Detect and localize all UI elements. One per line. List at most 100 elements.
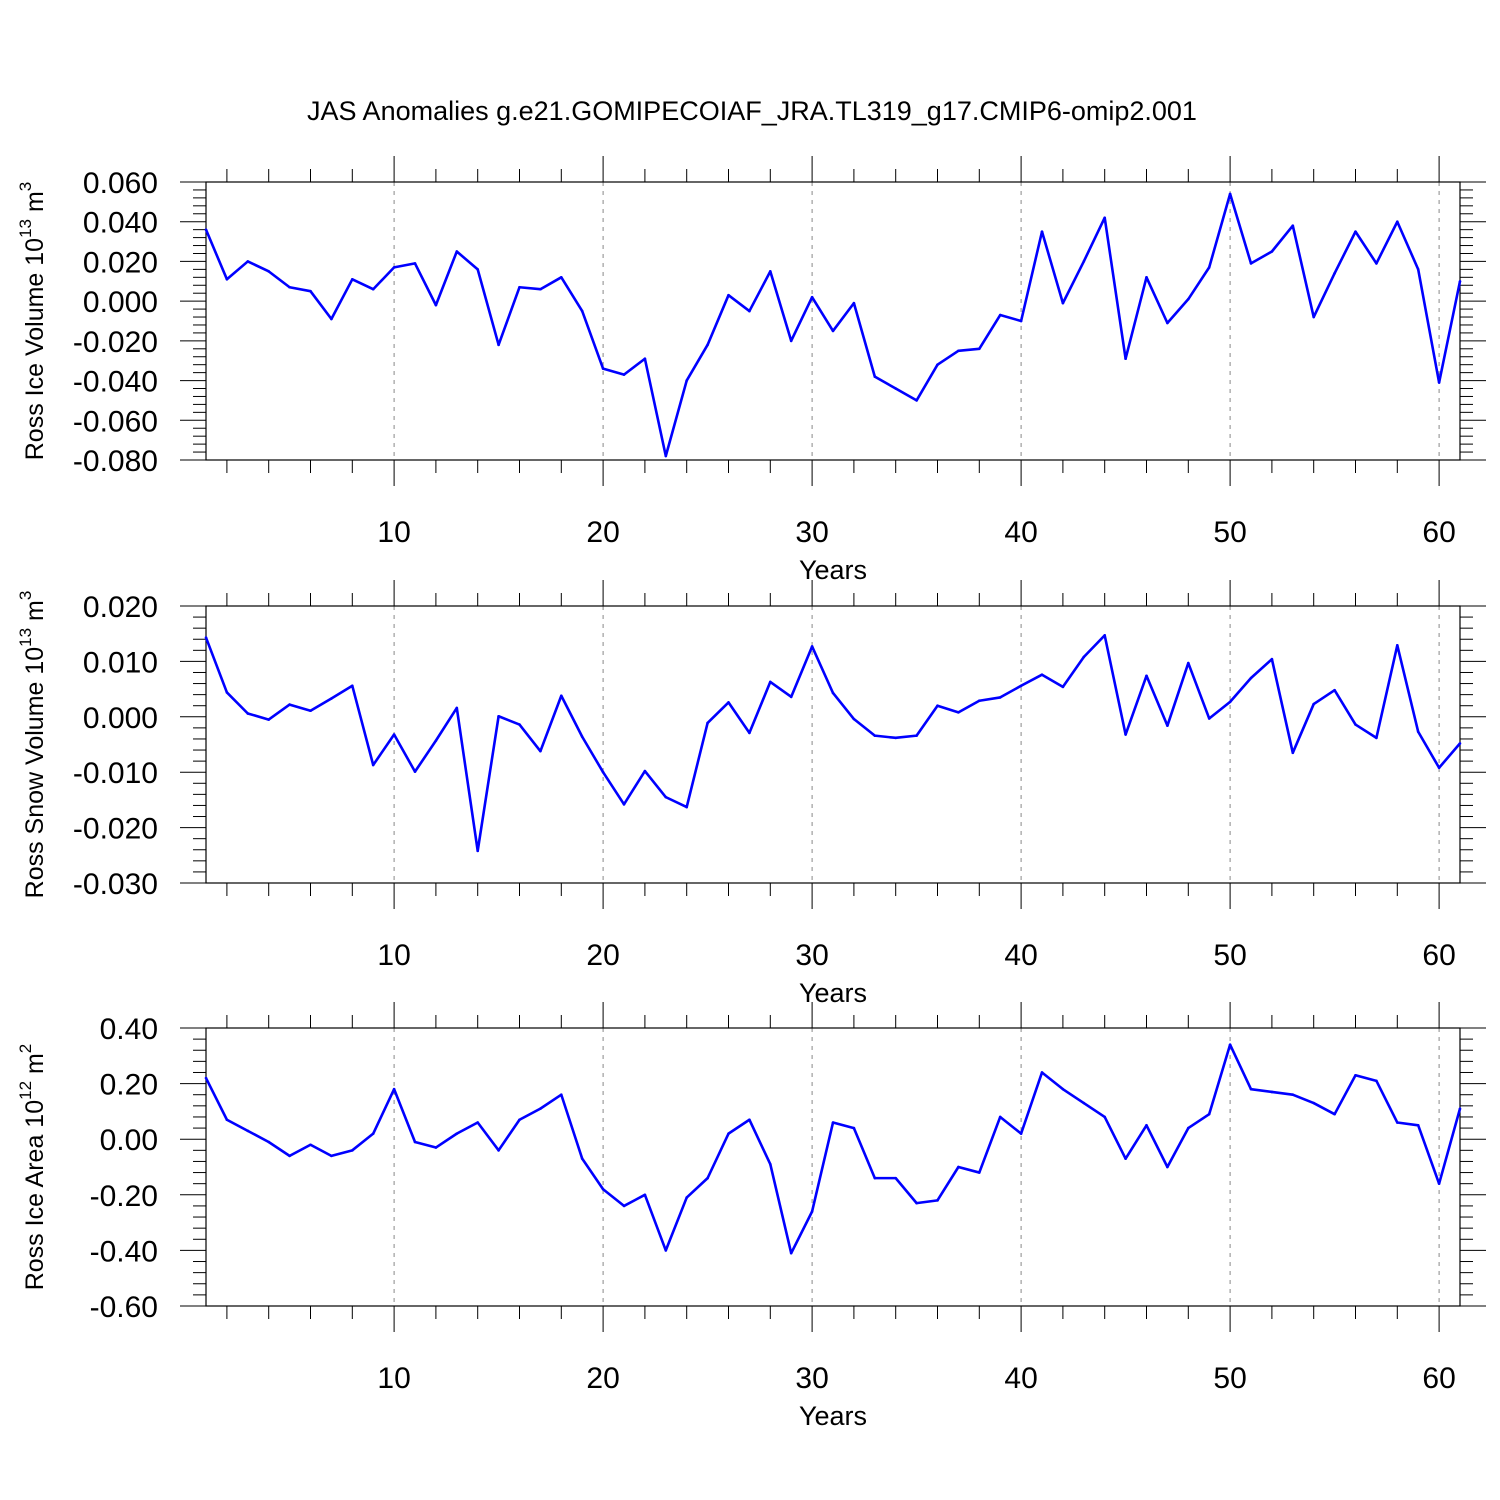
data-point (810, 1210, 814, 1213)
y-tick-label: -0.060 (73, 405, 158, 438)
data-point (789, 339, 793, 343)
data-point (622, 373, 626, 376)
y-tick-label: 0.060 (83, 167, 158, 200)
data-point (288, 1154, 291, 1158)
data-point (1375, 1079, 1378, 1083)
data-point (309, 289, 312, 293)
y-tick-label: -0.40 (90, 1235, 158, 1268)
data-point (1187, 661, 1190, 665)
data-point (1312, 702, 1315, 706)
data-point (1437, 1182, 1441, 1185)
data-point (1040, 673, 1044, 676)
data-point (1333, 688, 1336, 692)
data-point (1124, 733, 1127, 736)
y-tick-label: 0.020 (83, 246, 158, 279)
data-point (915, 734, 918, 737)
y-axis-label-sup2: 3 (16, 182, 35, 191)
data-point (392, 733, 396, 736)
data-point (351, 1149, 354, 1152)
x-tick-label: 20 (586, 939, 619, 972)
data-point (1249, 676, 1253, 680)
data-point (1437, 381, 1441, 384)
y-tick-label: 0.20 (100, 1069, 158, 1102)
data-point (455, 250, 459, 253)
data-point (267, 718, 271, 721)
y-axis-label-sup: 13 (16, 628, 35, 647)
y-tick-label: 0.010 (83, 646, 158, 679)
data-point (351, 278, 354, 281)
data-point (622, 803, 626, 806)
data-point (560, 276, 563, 279)
data-point (852, 301, 856, 305)
y-axis-label-sup: 13 (16, 219, 35, 238)
data-point (936, 704, 939, 708)
data-point (1416, 730, 1420, 734)
data-point (204, 1076, 208, 1080)
data-point (1145, 276, 1148, 279)
data-point (413, 1140, 417, 1144)
y-tick-label: 0.40 (100, 1013, 158, 1046)
data-point (789, 1251, 793, 1255)
panels: 10 20 30 40 50 60 -0.080 -0.060 -0.040 -0.020 0.00… (16, 156, 1486, 1431)
data-point (810, 295, 814, 299)
data-point (434, 1146, 438, 1149)
data-point (601, 367, 605, 370)
data-point (852, 717, 856, 721)
data-point (1019, 1132, 1023, 1135)
data-point (1312, 1101, 1315, 1105)
data-point (225, 691, 229, 694)
data-point (1249, 1087, 1253, 1091)
y-tick-label: -0.20 (90, 1180, 158, 1213)
data-point (1270, 250, 1274, 253)
data-point (476, 268, 480, 271)
data-point (936, 363, 939, 366)
data-point (1061, 301, 1065, 305)
data-point (643, 357, 647, 361)
data-point (1082, 655, 1086, 659)
data-point (539, 749, 542, 753)
data-point (894, 387, 897, 390)
data-point (685, 379, 688, 382)
data-point (706, 721, 709, 725)
x-tick-label: 20 (586, 1362, 619, 1395)
data-point (1228, 1043, 1232, 1046)
data-point (727, 1132, 730, 1135)
data-point (1040, 1071, 1044, 1074)
y-axis-label-main: Ross Ice Area 10 (21, 1100, 49, 1290)
data-point (455, 1132, 459, 1135)
data-point (330, 697, 333, 700)
y-axis-label-mid: m (21, 1053, 49, 1081)
data-point (622, 1204, 626, 1208)
y-tick-label: -0.020 (73, 813, 158, 846)
data-point (957, 1165, 960, 1169)
y-axis-label: Ross Ice Volume 1013 m3 (16, 182, 49, 461)
data-point (1103, 1115, 1106, 1119)
data-point (539, 287, 542, 291)
data-point (748, 1118, 751, 1122)
data-point (748, 309, 751, 313)
data-point (1166, 321, 1169, 325)
data-point (1333, 1112, 1336, 1116)
data-point (1082, 1101, 1086, 1105)
data-point (1040, 230, 1044, 233)
data-point (706, 343, 709, 347)
y-tick-label: -0.030 (73, 868, 158, 901)
data-point (267, 1140, 271, 1144)
data-point (246, 1129, 250, 1133)
data-point (1166, 724, 1169, 727)
data-point (1312, 315, 1315, 319)
data-point (1103, 216, 1106, 220)
y-axis-label-sup2: 2 (16, 1044, 35, 1053)
plot-frame (205, 1027, 1461, 1307)
data-point (413, 770, 417, 773)
data-point (309, 1143, 312, 1147)
data-point (685, 805, 688, 809)
data-point (1416, 1124, 1420, 1127)
data-point (580, 1157, 584, 1160)
data-point (1249, 262, 1253, 265)
y-tick-label: 0.040 (83, 207, 158, 240)
panel-3: 10 20 30 40 50 60 -0.60 -0.40 -0.20 0.00 0.20 0.40 Y… (16, 1002, 1486, 1431)
y-axis-label-mid: m (21, 600, 49, 628)
data-point (1166, 1165, 1169, 1169)
